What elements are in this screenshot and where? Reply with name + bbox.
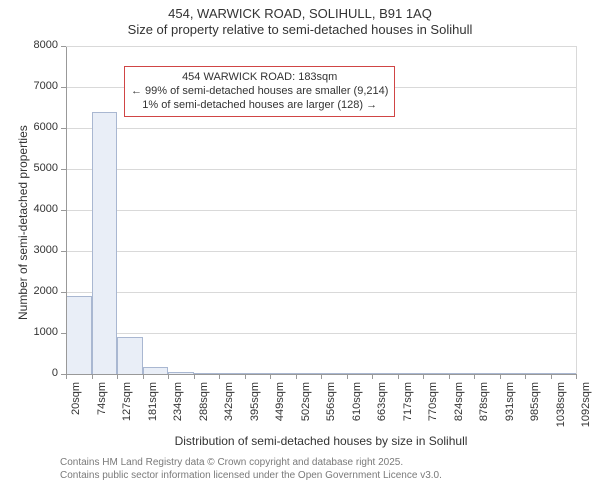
grid-line [66,128,576,129]
x-tick-label: 20sqm [70,382,82,482]
chart-container: 454, WARWICK ROAD, SOLIHULL, B91 1AQ Siz… [0,0,600,500]
x-tick-label: 717sqm [402,382,414,482]
x-tick-label: 449sqm [274,382,286,482]
x-tick-label: 985sqm [529,382,541,482]
x-tick-label: 127sqm [121,382,133,482]
x-tick-label: 663sqm [376,382,388,482]
x-tick-label: 824sqm [453,382,465,482]
grid-line [66,292,576,293]
x-tick-label: 181sqm [147,382,159,482]
title-line-2: Size of property relative to semi-detach… [0,22,600,38]
grid-line [66,251,576,252]
x-tick-label: 556sqm [325,382,337,482]
grid-line [66,333,576,334]
grid-line [66,210,576,211]
histogram-bar [117,337,143,374]
x-tick-label: 288sqm [198,382,210,482]
histogram-bar [66,296,92,374]
x-axis-line [66,374,576,375]
callout-line-1: 454 WARWICK ROAD: 183sqm [131,71,388,85]
y-tick-label: 4000 [18,203,58,215]
x-tick-label: 610sqm [351,382,363,482]
x-tick-label: 931sqm [504,382,516,482]
plot-right-border [576,46,577,374]
callout-box: 454 WARWICK ROAD: 183sqm ← 99% of semi-d… [124,66,395,117]
x-tick-mark [576,374,577,379]
x-axis-label: Distribution of semi-detached houses by … [66,434,576,448]
x-tick-label: 1038sqm [555,382,567,482]
callout-line-3: 1% of semi-detached houses are larger (1… [131,99,388,113]
x-tick-label: 770sqm [427,382,439,482]
y-tick-label: 5000 [18,162,58,174]
y-tick-label: 1000 [18,326,58,338]
x-tick-label: 342sqm [223,382,235,482]
x-tick-label: 1092sqm [580,382,592,482]
callout-line-2: ← 99% of semi-detached houses are smalle… [131,85,388,99]
chart-titles: 454, WARWICK ROAD, SOLIHULL, B91 1AQ Siz… [0,0,600,39]
grid-line [66,169,576,170]
y-tick-label: 6000 [18,121,58,133]
x-tick-label: 502sqm [300,382,312,482]
y-tick-label: 0 [18,367,58,379]
y-tick-label: 7000 [18,80,58,92]
y-tick-label: 8000 [18,39,58,51]
y-tick-label: 2000 [18,285,58,297]
histogram-bar [92,112,118,374]
x-tick-label: 395sqm [249,382,261,482]
y-tick-label: 3000 [18,244,58,256]
x-tick-label: 74sqm [96,382,108,482]
title-line-1: 454, WARWICK ROAD, SOLIHULL, B91 1AQ [0,6,600,22]
y-axis-line [66,46,67,374]
plot-top-border [66,46,576,47]
x-tick-label: 234sqm [172,382,184,482]
x-tick-label: 878sqm [478,382,490,482]
